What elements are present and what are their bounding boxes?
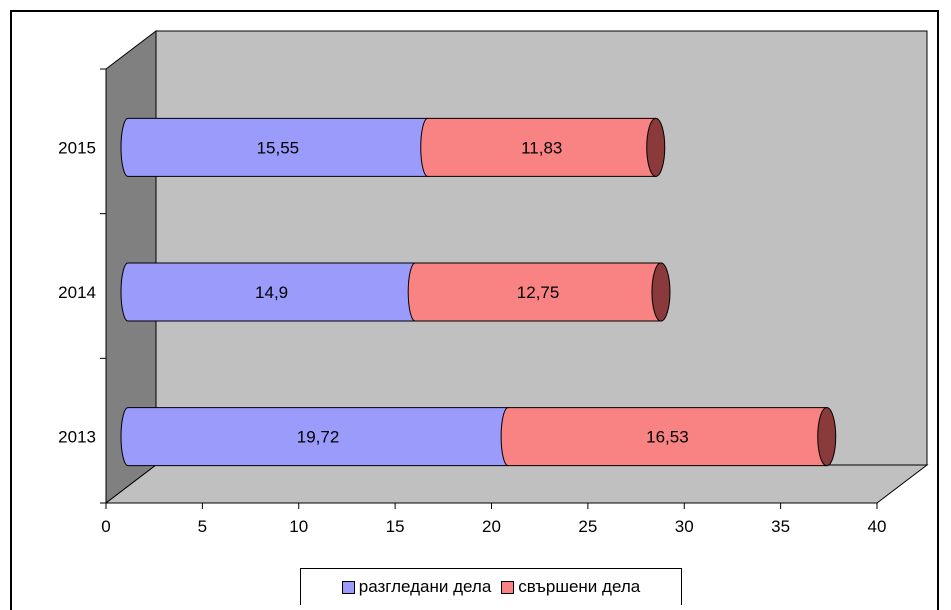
data-label-2015-series-2: 11,83 bbox=[521, 138, 562, 157]
x-tick-label: 30 bbox=[675, 517, 694, 536]
legend-item-series-2: свършени дела bbox=[501, 577, 640, 597]
x-tick-label: 10 bbox=[289, 517, 308, 536]
data-label-2013-series-2: 16,53 bbox=[646, 428, 689, 447]
legend-label-series-2: свършени дела bbox=[518, 577, 641, 596]
y-tick-label: 2014 bbox=[58, 283, 96, 302]
x-tick-label: 20 bbox=[482, 517, 501, 536]
y-tick-label: 2013 bbox=[58, 428, 96, 447]
bar-cap-2015 bbox=[646, 117, 666, 177]
x-tick-label: 15 bbox=[386, 517, 405, 536]
floor bbox=[104, 464, 929, 504]
data-label-2014-series-2: 12,75 bbox=[517, 283, 560, 302]
legend-swatch-series-1 bbox=[341, 580, 355, 594]
legend-item-series-1: разгледани дела bbox=[341, 577, 492, 597]
bar-cap-2013 bbox=[817, 407, 837, 467]
bar-cap-2014 bbox=[651, 262, 671, 322]
legend: разгледани дела свършени дела bbox=[300, 568, 682, 605]
x-tick-label: 25 bbox=[578, 517, 597, 536]
x-tick-label: 0 bbox=[101, 517, 110, 536]
data-label-2015-series-1: 15,55 bbox=[257, 138, 300, 157]
data-label-2013-series-1: 19,72 bbox=[297, 428, 340, 447]
y-tick-label: 2015 bbox=[58, 138, 96, 157]
x-tick-label: 5 bbox=[198, 517, 207, 536]
legend-swatch-series-2 bbox=[501, 580, 515, 594]
legend-label-series-1: разгледани дела bbox=[358, 577, 492, 596]
data-label-2014-series-1: 14,9 bbox=[255, 283, 288, 302]
back-wall bbox=[155, 30, 928, 466]
x-tick-label: 40 bbox=[868, 517, 887, 536]
x-tick-label: 35 bbox=[771, 517, 790, 536]
